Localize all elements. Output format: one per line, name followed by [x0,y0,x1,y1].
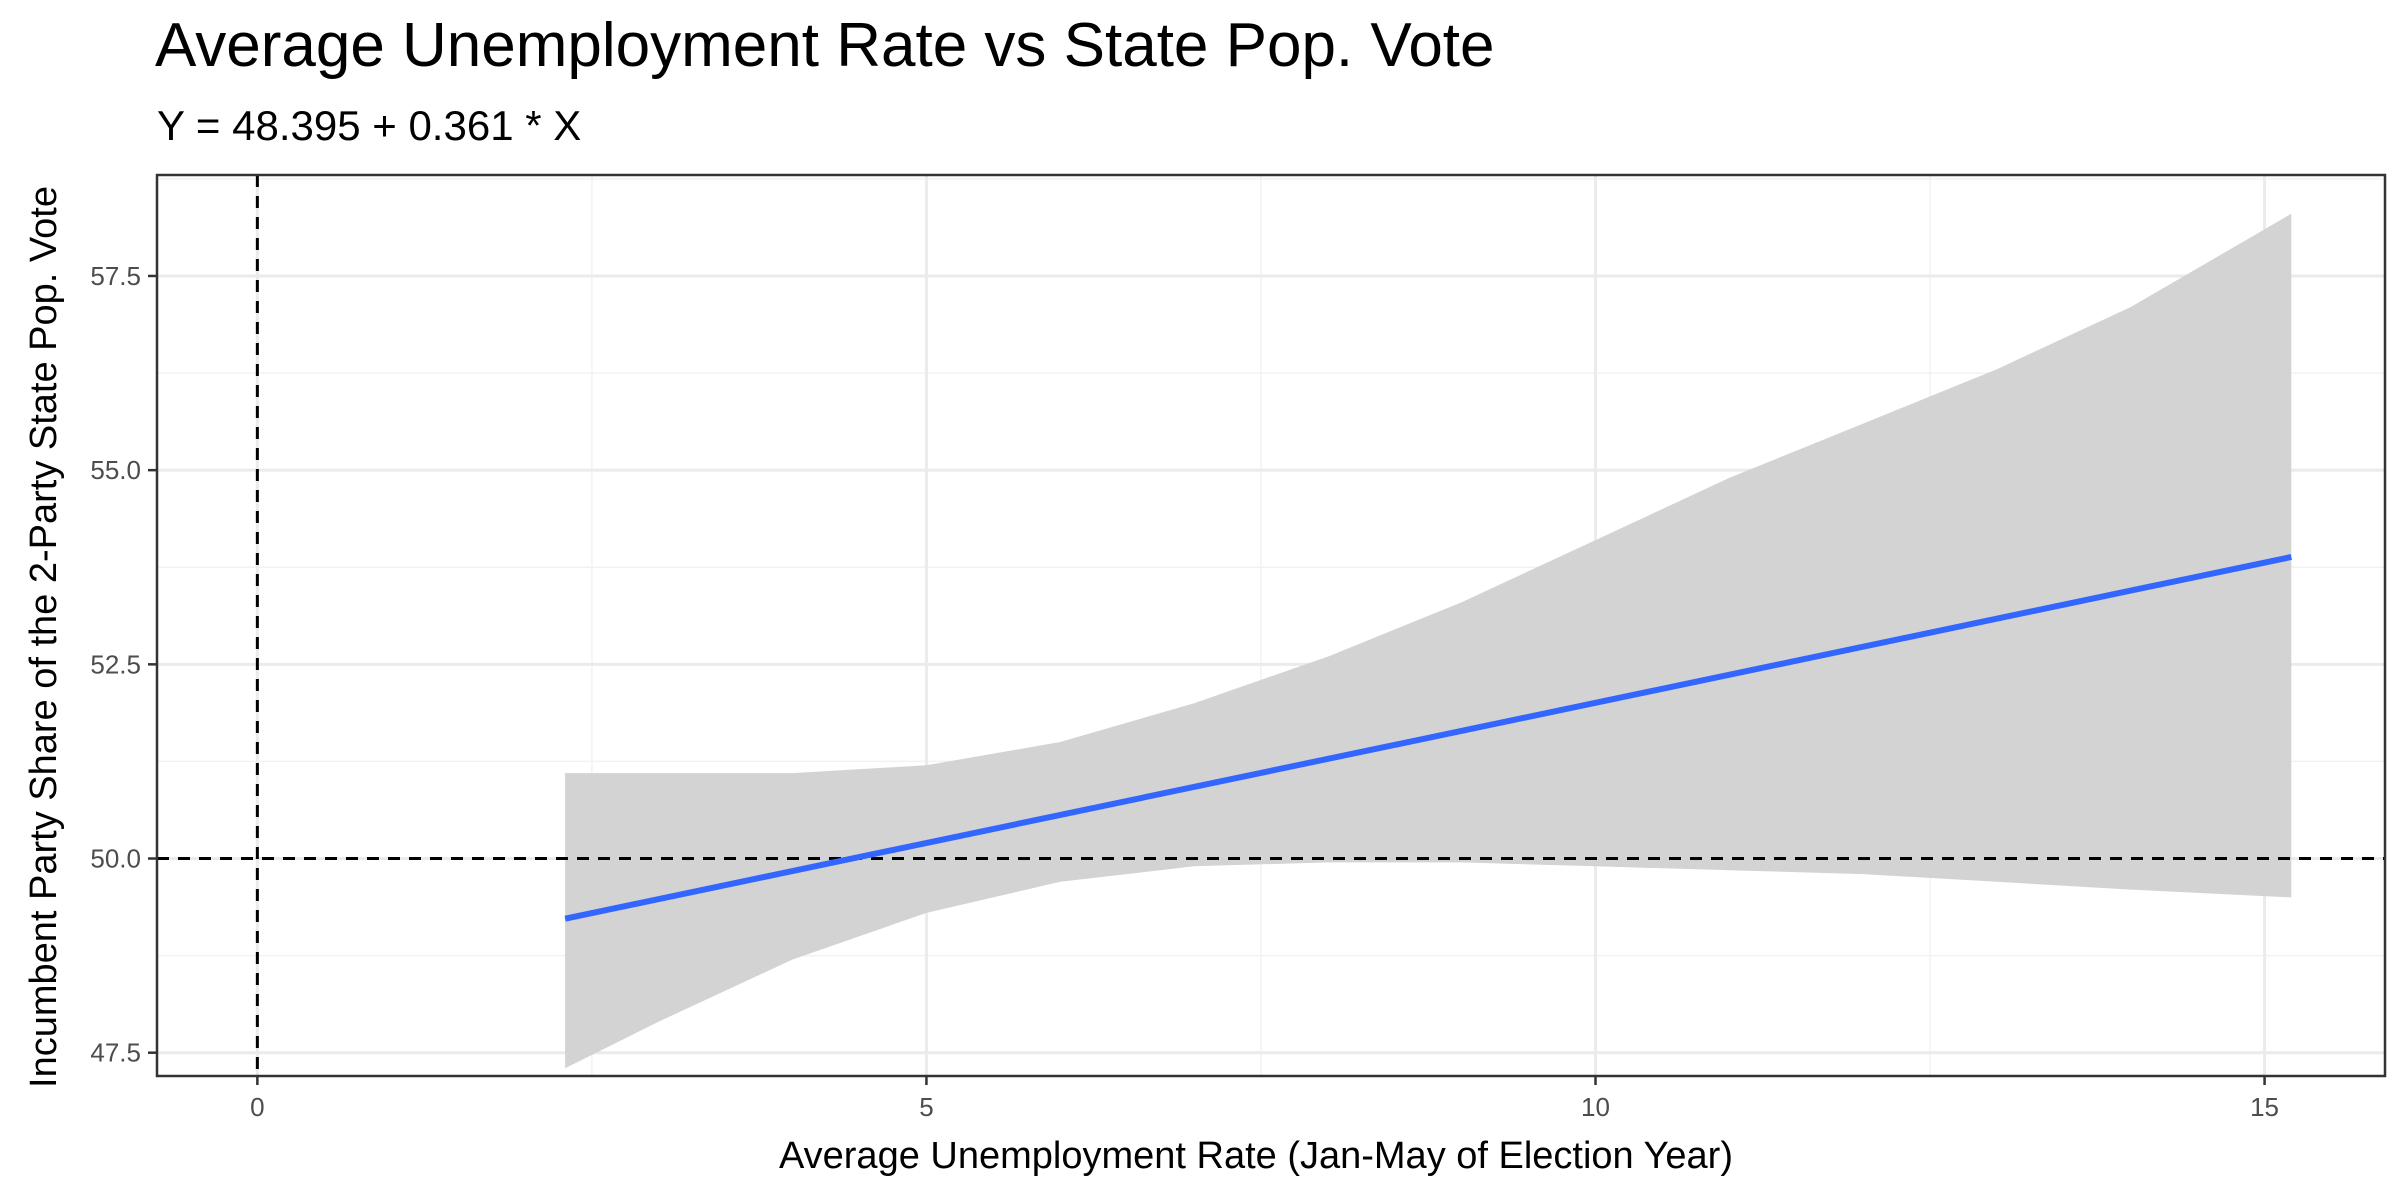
plot-border [155,173,2387,1078]
regression-line [564,554,2292,922]
y-axis-title: Incumbent Party Share of the 2-Party Sta… [23,186,65,1088]
plot-area [155,173,2387,1078]
axis-ticks: 0 5 10 15 47.5 50.0 52.5 55.0 57.5 [90,261,2279,1122]
y-tick-label: 47.5 [90,1038,141,1068]
x-tick-label: 15 [2250,1092,2279,1122]
chart-title: Average Unemployment Rate vs State Pop. … [155,11,1495,80]
chart-subtitle: Y = 48.395 + 0.361 * X [157,102,581,149]
x-axis-title: Average Unemployment Rate (Jan-May of El… [779,1135,1733,1177]
x-tick-label: 0 [250,1092,264,1122]
confidence-band [565,213,2292,1069]
x-tick-label: 5 [919,1092,933,1122]
y-tick-label: 52.5 [90,649,141,679]
y-tick-label: 55.0 [90,455,141,485]
y-tick-label: 57.5 [90,261,141,291]
y-tick-label: 50.0 [90,844,141,874]
x-tick-label: 10 [1581,1092,1610,1122]
